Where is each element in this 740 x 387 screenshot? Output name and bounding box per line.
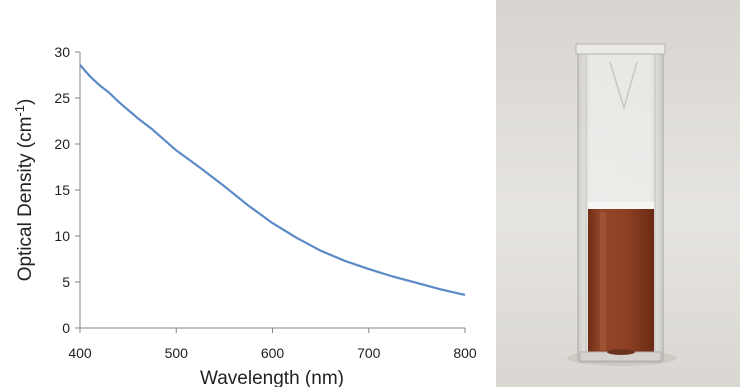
cuvette-rim <box>575 43 666 55</box>
y-tick-label: 10 <box>54 228 70 244</box>
chart: 0 5 10 15 20 25 30 400 500 600 700 800 Wavelength (… <box>12 44 477 387</box>
axes <box>79 52 465 329</box>
y-tick-label: 5 <box>62 274 70 290</box>
y-tick-label: 20 <box>54 136 70 152</box>
x-tick-label: 800 <box>453 345 477 361</box>
y-axis-title-superscript: -1 <box>12 105 27 117</box>
meniscus <box>588 202 654 210</box>
series <box>79 64 466 296</box>
liquid-highlight <box>600 212 606 350</box>
sediment <box>607 349 635 355</box>
y-axis-title: Optical Density (cm-1) <box>12 99 36 282</box>
x-tick-label: 500 <box>165 345 189 361</box>
ticks <box>75 51 466 333</box>
series-line <box>79 64 466 296</box>
y-axis-title-main: Optical Density (cm <box>15 117 36 282</box>
liquid <box>588 209 654 354</box>
x-tick-label: 600 <box>261 345 285 361</box>
cuvette-fill-mark <box>609 61 638 111</box>
y-tick-label: 25 <box>54 90 70 106</box>
x-tick-label: 700 <box>357 345 381 361</box>
cuvette-photo <box>496 0 740 387</box>
x-tick-label: 400 <box>68 345 92 361</box>
y-tick-label: 0 <box>62 320 70 336</box>
x-axis-title: Wavelength (nm) <box>200 368 344 387</box>
y-tick-label: 30 <box>54 44 70 60</box>
y-axis-title-end: ) <box>15 99 36 105</box>
y-tick-label: 15 <box>54 182 70 198</box>
tick-labels: 0 5 10 15 20 25 30 400 500 600 700 800 <box>54 44 476 361</box>
